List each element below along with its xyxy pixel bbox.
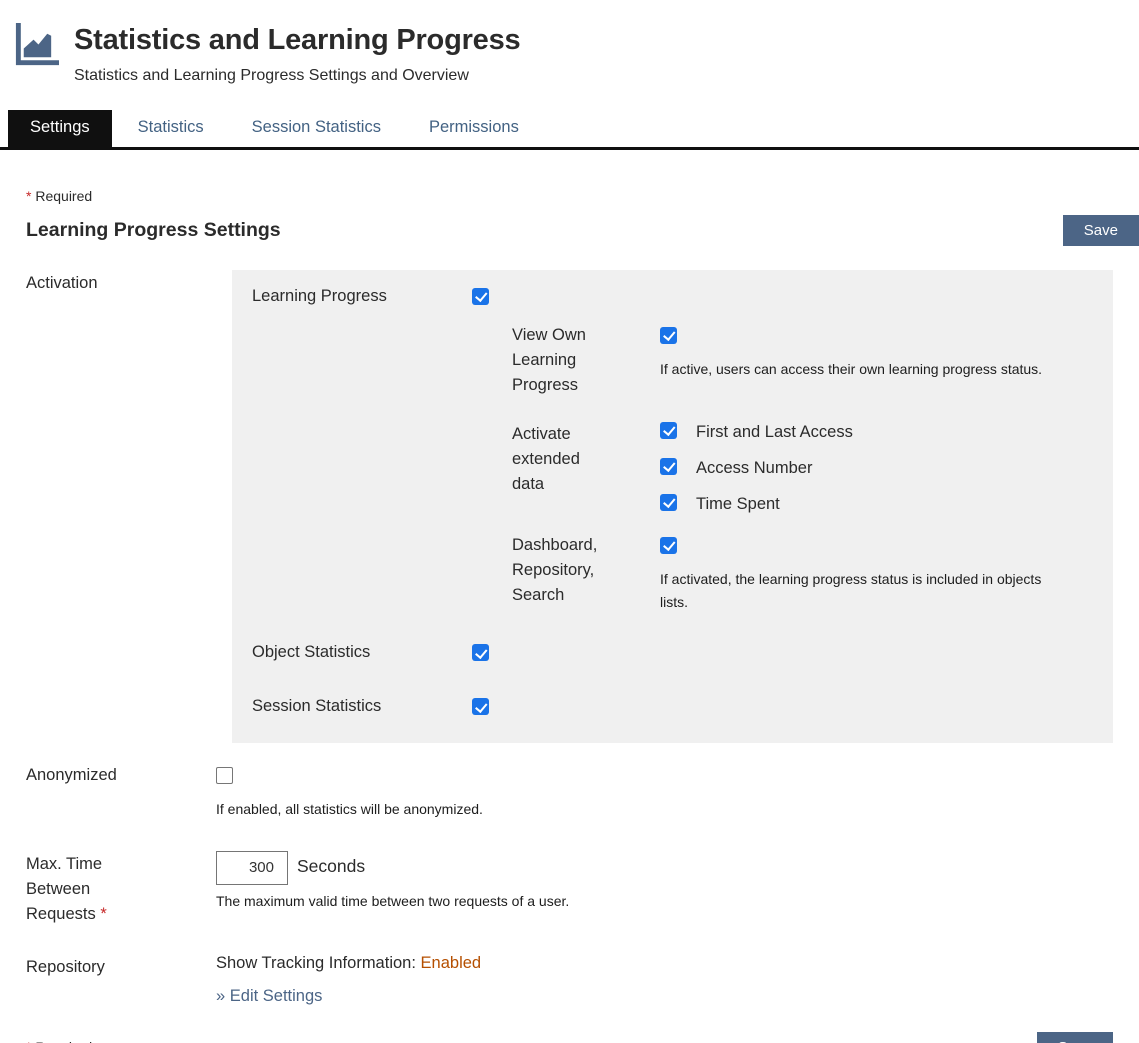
max-time-label: Max. Time Between Requests *	[26, 854, 107, 924]
required-label-bottom: Required	[35, 1039, 92, 1043]
view-own-info: If active, users can access their own le…	[660, 360, 1043, 377]
anonymized-row: Anonymized If enabled, all statistics wi…	[26, 762, 1139, 821]
view-own-row: View Own Learning Progress If active, us…	[512, 323, 1093, 399]
learning-progress-label: Learning Progress	[252, 286, 387, 305]
required-asterisk: *	[26, 187, 32, 204]
repository-label: Repository	[26, 957, 105, 976]
max-time-row: Max. Time Between Requests * Seconds The…	[26, 850, 1139, 928]
session-statistics-checkbox[interactable]	[472, 698, 489, 716]
session-statistics-label: Session Statistics	[252, 697, 382, 716]
session-statistics-row: Session Statistics	[252, 694, 1093, 720]
object-statistics-row: Object Statistics	[252, 640, 1093, 666]
required-label: Required	[35, 187, 93, 204]
tab-session-statistics[interactable]: Session Statistics	[251, 118, 381, 136]
max-time-required-asterisk: *	[100, 905, 107, 924]
page-subtitle: Statistics and Learning Progress Setting…	[74, 67, 469, 84]
activation-label: Activation	[26, 273, 98, 292]
option-time-spent: Time Spent	[660, 493, 1093, 513]
save-button-top[interactable]: Save	[1062, 214, 1139, 246]
bottom-toolbar: * Required Save	[26, 1031, 1139, 1043]
tracking-status-label: Show Tracking Information:	[216, 953, 416, 972]
time-spent-label: Time Spent	[696, 494, 780, 513]
object-statistics-checkbox[interactable]	[472, 644, 489, 662]
lists-label: Dashboard, Repository, Search	[512, 535, 598, 605]
tab-permissions[interactable]: Permissions	[428, 118, 519, 136]
max-time-info: The maximum valid time between two reque…	[216, 892, 570, 909]
learning-progress-row: Learning Progress	[252, 284, 1093, 310]
header-text: Statistics and Learning Progress Statist…	[74, 16, 521, 85]
access-number-label: Access Number	[696, 458, 813, 477]
max-time-input[interactable]	[216, 850, 288, 885]
save-button-bottom[interactable]: Save	[1036, 1031, 1113, 1043]
extended-data-row: Activate extended data First and Last Ac…	[512, 421, 1093, 513]
time-spent-checkbox[interactable]	[660, 493, 677, 511]
extended-data-label: Activate extended data	[512, 424, 580, 493]
access-number-checkbox[interactable]	[660, 457, 677, 475]
repository-row: Repository Show Tracking Information: En…	[26, 954, 1139, 1006]
lists-row: Dashboard, Repository, Search If activat…	[512, 533, 1093, 613]
required-note-top: * Required	[26, 188, 1139, 204]
learning-progress-checkbox[interactable]	[472, 287, 489, 305]
settings-form: * Required Learning Progress Settings Sa…	[0, 188, 1139, 1043]
activation-row: Activation Learning Progress View Own Le…	[26, 269, 1139, 744]
section-header-row: Learning Progress Settings Save	[26, 214, 1139, 246]
page-header: Statistics and Learning Progress Statist…	[0, 0, 1139, 85]
object-statistics-label: Object Statistics	[252, 643, 371, 662]
tracking-status-value: Enabled	[420, 953, 482, 972]
option-first-last-access: First and Last Access	[660, 421, 1093, 441]
anonymized-info: If enabled, all statistics will be anony…	[216, 801, 483, 818]
lists-info: If activated, the learning progress stat…	[660, 570, 1042, 610]
lists-checkbox[interactable]	[660, 536, 677, 554]
anonymized-label: Anonymized	[26, 766, 117, 785]
anonymized-checkbox[interactable]	[216, 767, 233, 785]
required-note-bottom: * Required	[26, 1039, 92, 1043]
tab-statistics[interactable]: Statistics	[137, 118, 204, 136]
tab-bar: Settings Statistics Session Statistics P…	[0, 110, 1139, 150]
tab-settings[interactable]: Settings	[8, 110, 112, 147]
first-last-access-checkbox[interactable]	[660, 421, 677, 439]
edit-settings-link[interactable]: » Edit Settings	[216, 986, 323, 1005]
page-title: Statistics and Learning Progress	[74, 24, 521, 56]
area-chart-icon	[12, 22, 59, 69]
view-own-checkbox[interactable]	[660, 326, 677, 344]
first-last-access-label: First and Last Access	[696, 422, 853, 441]
activation-panel: Learning Progress View Own Learning Prog…	[232, 269, 1113, 744]
option-access-number: Access Number	[660, 457, 1093, 477]
tracking-status: Show Tracking Information: Enabled	[216, 954, 1139, 973]
view-own-label: View Own Learning Progress	[512, 325, 586, 395]
required-asterisk-bottom: *	[26, 1039, 31, 1043]
form-title: Learning Progress Settings	[26, 218, 281, 241]
max-time-unit: Seconds	[297, 855, 366, 876]
